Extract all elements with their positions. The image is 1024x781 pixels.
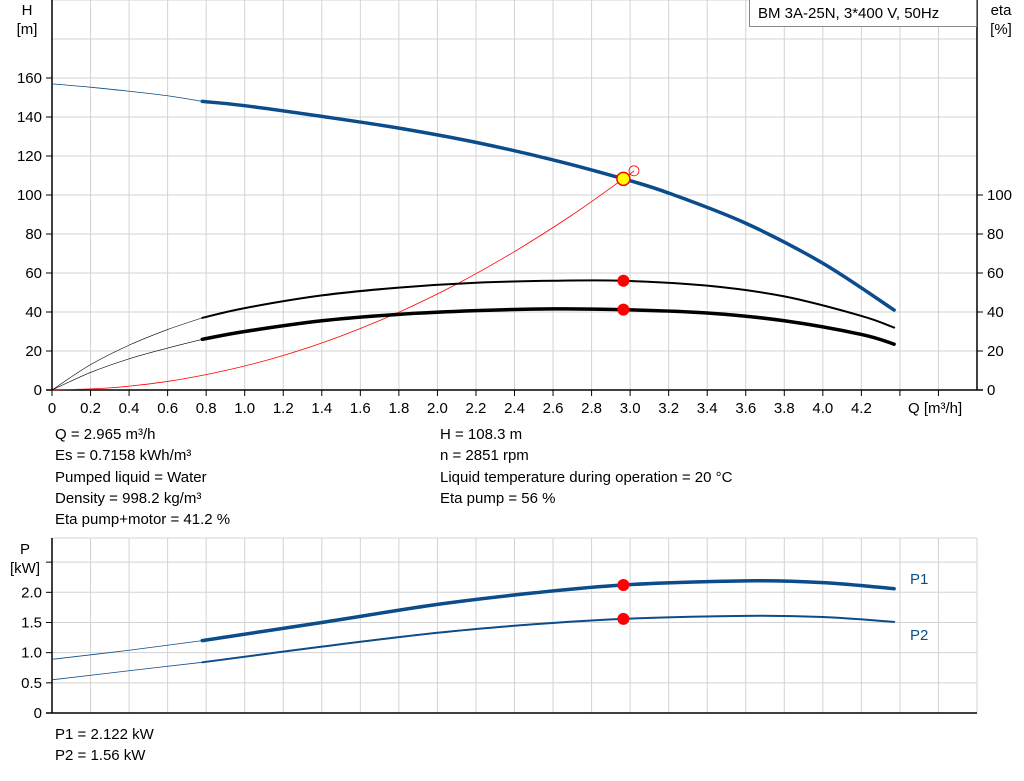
eta-tick-label: 100 <box>987 187 1012 204</box>
duty-info-right: H = 108.3 m n = 2851 rpm Liquid temperat… <box>440 424 732 509</box>
x-tick-label: 2.0 <box>427 400 448 417</box>
eta-tick-label: 20 <box>987 343 1004 360</box>
x-axis-label: Q [m³/h] <box>908 400 962 417</box>
pump-model-label: BM 3A-25N, 3*400 V, 50Hz <box>749 0 977 27</box>
x-tick-label: 1.0 <box>234 400 255 417</box>
p2-series-label: P2 <box>910 627 928 644</box>
duty-point-eta-pump-motor-marker <box>617 303 630 316</box>
duty-info-left: Q = 2.965 m³/h Es = 0.7158 kWh/m³ Pumped… <box>55 424 230 530</box>
x-tick-label: 1.4 <box>311 400 332 417</box>
eta-pump-curve-extrapolated <box>51 317 203 391</box>
y-axis-label: H <box>22 2 33 19</box>
eta-pump-curve <box>201 279 896 329</box>
y-tick-label: 160 <box>17 70 42 87</box>
liquid-temperature-value: Liquid temperature during operation = 20… <box>440 468 733 486</box>
p1-value: P1 = 2.122 kW <box>55 726 154 743</box>
y-tick-label: 140 <box>17 109 42 126</box>
x-tick-label: 3.4 <box>697 400 718 417</box>
y-tick-label: 1.0 <box>21 645 42 662</box>
x-tick-label: 2.8 <box>581 400 602 417</box>
p2-curve <box>201 614 896 664</box>
eta-tick-label: 0 <box>987 382 995 399</box>
x-tick-label: 1.2 <box>273 400 294 417</box>
system-curve <box>51 170 635 391</box>
p1-curve-extrapolated <box>51 640 203 660</box>
duty-point-p2-marker <box>617 612 630 625</box>
density-value: Density = 998.2 kg/m³ <box>55 489 202 507</box>
eta-pump-value: Eta pump = 56 % <box>440 489 556 507</box>
pumped-liquid-value: Pumped liquid = Water <box>55 468 207 486</box>
eta-tick-label: 80 <box>987 226 1004 243</box>
x-tick-label: 3.6 <box>735 400 756 417</box>
eta-axis-label: eta <box>991 2 1013 19</box>
head-efficiency-chart: 0 0.2 0.4 0.6 0.8 1.0 1.2 1.4 1.6 1.8 2.0 2.2 2.4 2.6… <box>17 0 1013 417</box>
y-tick-label: 0.5 <box>21 675 42 692</box>
x-tick-label: 4.0 <box>812 400 833 417</box>
y-tick-label: 0 <box>34 705 42 722</box>
eta-pump-motor-curve <box>200 307 896 346</box>
y-tick-label: 60 <box>25 265 42 282</box>
p1-series-label: P1 <box>910 571 928 588</box>
y-tick-label: 120 <box>17 148 42 165</box>
x-tick-label: 0.4 <box>119 400 140 417</box>
x-tick-label: 2.2 <box>466 400 487 417</box>
x-tick-label: 3.2 <box>658 400 679 417</box>
eta-pump-motor-value: Eta pump+motor = 41.2 % <box>55 511 231 529</box>
p1-curve <box>200 579 896 643</box>
eta-tick-label: 60 <box>987 265 1004 282</box>
x-tick-label: 4.2 <box>851 400 872 417</box>
x-tick-label: 1.8 <box>388 400 409 417</box>
p2-curve-extrapolated <box>51 661 203 681</box>
duty-point-p1-marker <box>617 578 630 591</box>
y-tick-label: 1.5 <box>21 614 42 631</box>
y-tick-label: 0 <box>34 382 42 399</box>
y-tick-label: 100 <box>17 187 42 204</box>
y-axis-label: P <box>20 541 30 558</box>
y-axis-unit: [kW] <box>10 560 40 577</box>
specific-energy-value: Es = 0.7158 kWh/m³ <box>55 447 192 465</box>
eta-pump-motor-curve-extrapolated <box>51 339 203 391</box>
y-tick-label: 2.0 <box>21 584 42 601</box>
x-tick-label: 0.2 <box>80 400 101 417</box>
x-tick-label: 2.4 <box>504 400 525 417</box>
duty-point-eta-pump-marker <box>617 274 630 287</box>
y-tick-label: 40 <box>25 304 42 321</box>
y-tick-label: 80 <box>25 226 42 243</box>
power-info: P1 = 2.122 kW P2 = 1.56 kW <box>55 724 154 767</box>
eta-axis-unit: [%] <box>990 21 1012 38</box>
power-chart: 0 0.5 1.0 1.5 2.0 P [kW] P1 P2 <box>10 537 978 722</box>
y-axis-unit: [m] <box>17 21 38 38</box>
flow-value: Q = 2.965 m³/h <box>55 426 156 443</box>
head-curve <box>200 99 896 312</box>
head-curve-extrapolated <box>51 83 203 102</box>
head-value: H = 108.3 m <box>440 426 523 443</box>
eta-tick-label: 40 <box>987 304 1004 321</box>
x-tick-label: 0.6 <box>157 400 178 417</box>
x-tick-label: 0.8 <box>196 400 217 417</box>
p2-value: P2 = 1.56 kW <box>55 747 146 765</box>
duty-point-head-marker <box>616 171 631 187</box>
system-curve-end-marker <box>628 165 640 177</box>
x-tick-label: 2.6 <box>543 400 564 417</box>
y-tick-label: 20 <box>25 343 42 360</box>
x-tick-label: 3.8 <box>774 400 795 417</box>
x-tick-label: 3.0 <box>620 400 641 417</box>
x-tick-label: 1.6 <box>350 400 371 417</box>
x-tick-label: 0 <box>48 400 56 417</box>
speed-value: n = 2851 rpm <box>440 447 529 465</box>
